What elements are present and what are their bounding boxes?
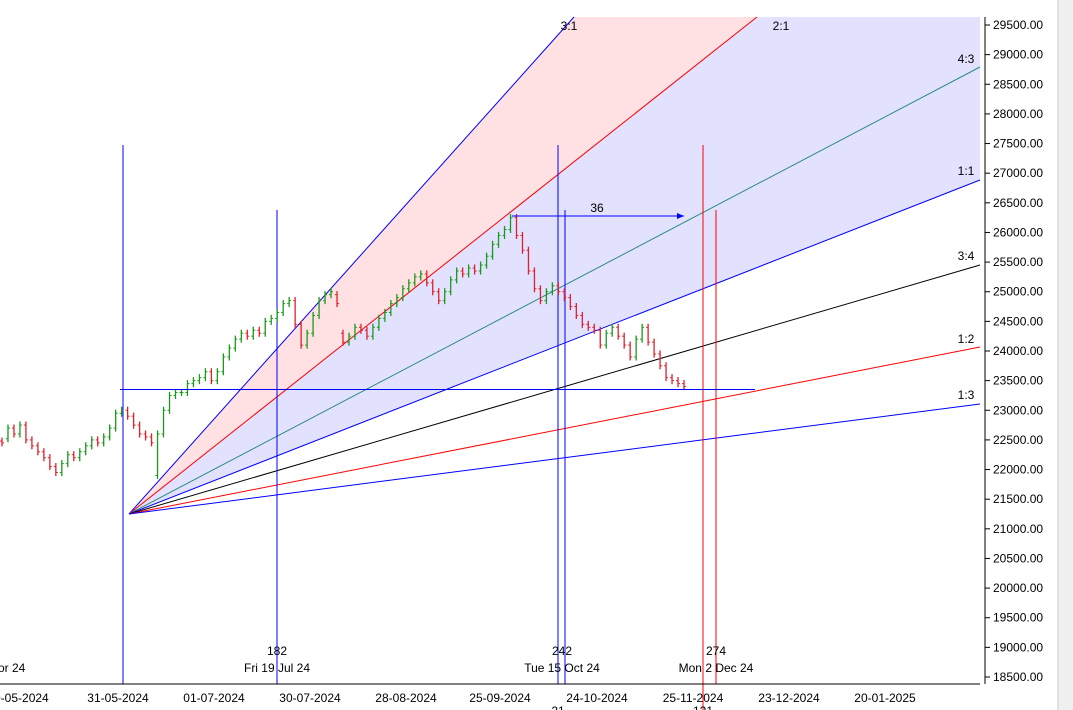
x-tick-label: 30-07-2024 [279, 691, 341, 705]
price-bars [0, 214, 686, 480]
vertical-marker-count: 274 [706, 644, 726, 658]
y-tick-label: 19000.00 [993, 640, 1043, 654]
partial-date-label: or 24 [0, 661, 26, 675]
y-tick-label: 27500.00 [993, 137, 1043, 151]
annotation-lines: 36 [120, 201, 755, 391]
fan-line-1-2 [128, 346, 981, 515]
y-tick-label: 26000.00 [993, 225, 1043, 239]
y-tick-label: 22500.00 [993, 433, 1043, 447]
fan-angle-labels: 3:1 2:1 4:3 1:1 3:4 1:2 1:3 [561, 19, 975, 402]
y-tick-label: 19500.00 [993, 611, 1043, 625]
fan-fill-zones [129, 17, 980, 514]
x-tick-label: 23-12-2024 [758, 691, 820, 705]
y-tick-label: 23500.00 [993, 374, 1043, 388]
y-tick-label: 25000.00 [993, 285, 1043, 299]
y-axis: 18500.00 19000.00 19500.00 20000.00 20500.00… [984, 0, 1073, 710]
x-tick-label: 01-07-2024 [183, 691, 245, 705]
vertical-marker-date: Tue 15 Oct 24 [524, 661, 600, 675]
x-tick-label: 24-10-2024 [566, 691, 628, 705]
vertical-marker-count: 182 [267, 644, 287, 658]
fan-line-2-1 [128, 16, 758, 515]
vertical-marker-count: 242 [552, 644, 572, 658]
x-tick-label: 20-01-2025 [854, 691, 916, 705]
y-tick-label: 27000.00 [993, 166, 1043, 180]
vertical-time-markers: 182 Fri 19 Jul 24 242 Tue 15 Oct 24 274 Mon 2… [0, 145, 754, 710]
fan-line-1-1 [128, 179, 981, 515]
fan-label: 1:2 [958, 332, 975, 346]
x-tick-label: 25-11-2024 [663, 691, 724, 705]
y-tick-label: 18500.00 [993, 670, 1043, 684]
fan-label: 3:4 [958, 249, 975, 263]
y-tick-label: 28500.00 [993, 77, 1043, 91]
y-tick-label: 23000.00 [993, 403, 1043, 417]
fan-label: 1:3 [958, 388, 975, 402]
y-tick-label: 26500.00 [993, 196, 1043, 210]
x-tick-label: 31-05-2024 [87, 691, 149, 705]
y-tick-label: 21000.00 [993, 522, 1043, 536]
fan-line-1-3 [128, 403, 981, 515]
fan-label: 4:3 [958, 52, 975, 66]
y-scrollbar-track [1058, 0, 1073, 710]
y-tick-label: 20000.00 [993, 581, 1043, 595]
y-tick-label: 25500.00 [993, 255, 1043, 269]
gann-fan-lines [128, 16, 981, 515]
y-tick-label: 22000.00 [993, 463, 1043, 477]
y-tick-label: 20500.00 [993, 551, 1043, 565]
y-tick-label: 28000.00 [993, 107, 1043, 121]
partial-bottom-label: 21 [551, 704, 565, 710]
vertical-marker-date: Fri 19 Jul 24 [244, 661, 310, 675]
fan-label: 3:1 [561, 19, 578, 33]
x-tick-label: 0-05-2024 [0, 691, 49, 705]
vertical-marker-date: Mon 2 Dec 24 [679, 661, 754, 675]
y-tick-label: 24500.00 [993, 314, 1043, 328]
y-tick-label: 29000.00 [993, 48, 1043, 62]
fan-label: 1:1 [958, 164, 975, 178]
y-tick-label: 24000.00 [993, 344, 1043, 358]
measure-arrow-label: 36 [590, 201, 604, 215]
fan-label: 2:1 [773, 19, 790, 33]
y-tick-label: 29500.00 [993, 18, 1043, 32]
partial-bottom-label: 121 [693, 704, 713, 710]
y-tick-label: 21500.00 [993, 492, 1043, 506]
x-tick-label: 28-08-2024 [375, 691, 437, 705]
x-axis: 0-05-2024 31-05-2024 01-07-2024 30-07-2024 2… [0, 683, 980, 705]
fan-line-3-1 [128, 16, 575, 515]
measure-arrow-head [677, 213, 684, 219]
fan-line-4-3 [128, 66, 981, 515]
x-tick-label: 25-09-2024 [469, 691, 531, 705]
